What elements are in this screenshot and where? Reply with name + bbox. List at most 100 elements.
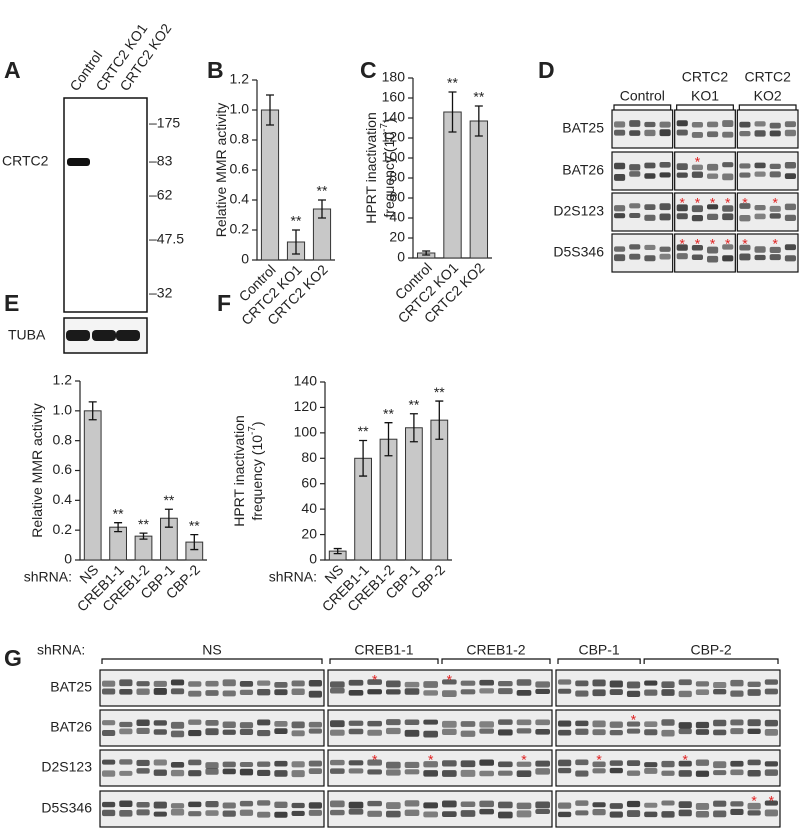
gel-band xyxy=(348,728,364,735)
gel-band xyxy=(678,770,692,777)
panel-label: A xyxy=(4,57,21,83)
gel-band xyxy=(386,802,401,809)
gel-band xyxy=(516,802,532,810)
error-bar xyxy=(474,105,483,137)
gel-band xyxy=(442,690,457,697)
gel-band xyxy=(188,690,202,697)
y-axis-label-part: HPRT inactivation xyxy=(363,112,379,224)
gel-band xyxy=(707,255,719,263)
gel-band xyxy=(102,759,116,765)
gel-band xyxy=(291,810,305,816)
gel-band xyxy=(644,204,656,211)
gel-band xyxy=(678,760,692,767)
gel-band xyxy=(764,761,778,767)
gel-band xyxy=(102,770,116,777)
group-label: CBP-1 xyxy=(578,642,619,658)
gel-band xyxy=(291,761,305,768)
y-tick-label: 40 xyxy=(389,209,405,225)
gel-band xyxy=(659,121,671,128)
bar xyxy=(405,427,423,561)
gel-band xyxy=(119,759,133,765)
gel-band xyxy=(722,213,734,221)
gel-band xyxy=(707,246,719,254)
error-bar xyxy=(435,400,444,440)
gel-band xyxy=(784,255,796,262)
instability-mark: * xyxy=(447,672,453,688)
gel-band xyxy=(442,770,457,777)
gel-band xyxy=(626,760,641,767)
gel-band xyxy=(257,769,271,777)
gel-band xyxy=(102,730,116,736)
gel-band xyxy=(661,770,675,776)
gel-band xyxy=(367,800,382,807)
gel-band xyxy=(535,809,550,815)
group-bracket xyxy=(441,658,551,664)
gel-band xyxy=(609,760,623,766)
gel-band xyxy=(257,761,271,767)
y-tick-label: 160 xyxy=(382,89,406,105)
gel-band xyxy=(739,163,751,169)
gel-band xyxy=(695,689,710,696)
gel-band xyxy=(558,811,572,818)
gel-band xyxy=(722,205,734,212)
gel-band xyxy=(153,769,167,776)
gel-band xyxy=(348,760,364,766)
gel-band xyxy=(739,121,751,128)
gel-band xyxy=(659,172,671,178)
instability-mark: * xyxy=(428,752,434,768)
error-bar xyxy=(448,91,457,133)
gel-band xyxy=(386,680,401,688)
gel-band xyxy=(170,688,185,695)
significance: ** xyxy=(434,384,445,400)
y-tick-label: 0 xyxy=(397,249,405,265)
group-label: CRTC2 xyxy=(682,69,729,85)
gel-band xyxy=(404,688,420,695)
row-label: BAT25 xyxy=(562,120,604,136)
gel-band xyxy=(575,680,589,687)
gel-band xyxy=(614,213,626,219)
gel-band xyxy=(764,800,778,806)
gel-band xyxy=(626,800,641,808)
y-tick-label: 1.0 xyxy=(53,402,73,418)
row-label: D2S123 xyxy=(41,759,92,775)
gel-band xyxy=(479,721,494,728)
gel-band xyxy=(609,803,623,809)
gel-band xyxy=(661,719,675,726)
significance: ** xyxy=(473,89,484,105)
gel-band xyxy=(609,680,623,688)
gel-band xyxy=(516,690,532,696)
gel-band xyxy=(330,800,345,808)
gel-band xyxy=(442,811,457,818)
gel-band xyxy=(460,760,476,768)
gel-band xyxy=(153,729,167,735)
gel-band xyxy=(626,810,641,818)
gel-band xyxy=(644,121,656,128)
gel-band xyxy=(535,801,550,809)
significance: ** xyxy=(113,505,124,521)
gel-band xyxy=(136,681,150,687)
gel-band xyxy=(330,720,345,728)
gel-band xyxy=(695,811,710,818)
gel-band xyxy=(516,761,532,767)
gel-band xyxy=(330,759,345,766)
row-label: TUBA xyxy=(8,327,46,343)
gel-band xyxy=(707,163,719,171)
gel-band xyxy=(644,244,656,250)
gel-band xyxy=(676,129,688,136)
gel-band xyxy=(691,132,703,138)
gel-band xyxy=(691,205,703,213)
gel-band xyxy=(188,719,202,725)
gel-band xyxy=(535,729,550,735)
gel-band xyxy=(754,121,766,127)
gel-band xyxy=(609,811,623,818)
gel-band xyxy=(661,811,675,818)
gel-band xyxy=(691,254,703,260)
error-bar xyxy=(333,547,342,555)
gel-band xyxy=(558,688,572,694)
gel-band xyxy=(661,729,675,737)
gel-band xyxy=(592,679,606,687)
gel-band xyxy=(707,173,719,179)
gel-band xyxy=(691,171,703,178)
gel-band xyxy=(442,679,457,685)
gel-band xyxy=(730,679,744,687)
